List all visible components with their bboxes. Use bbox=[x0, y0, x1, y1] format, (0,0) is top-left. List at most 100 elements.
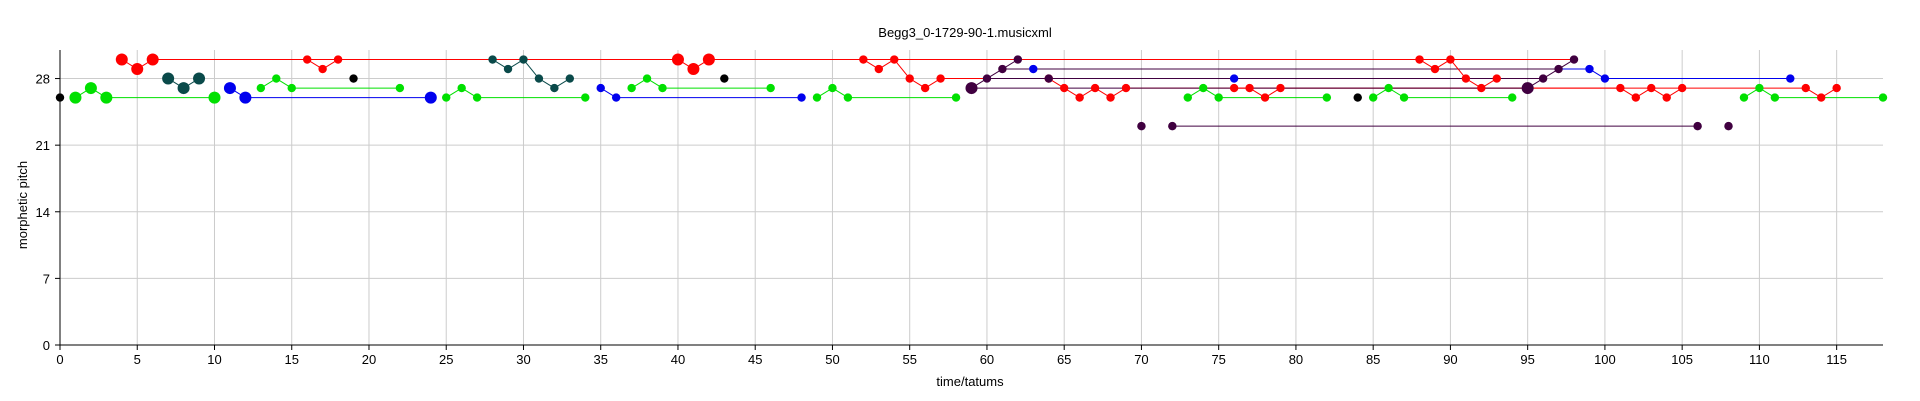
data-point bbox=[488, 55, 497, 64]
data-point bbox=[503, 64, 513, 74]
data-point bbox=[581, 93, 590, 102]
data-point bbox=[318, 64, 327, 74]
data-point bbox=[1384, 83, 1393, 93]
data-point bbox=[1029, 64, 1038, 74]
data-point bbox=[1229, 74, 1239, 83]
data-point bbox=[1724, 121, 1733, 131]
data-point bbox=[1044, 74, 1053, 83]
data-point bbox=[890, 55, 899, 64]
data-point bbox=[1322, 93, 1332, 102]
data-point bbox=[671, 53, 684, 66]
data-point bbox=[1739, 93, 1749, 102]
data-point bbox=[1075, 93, 1084, 102]
data-point bbox=[1492, 74, 1501, 83]
data-point bbox=[1368, 93, 1378, 102]
x-tick-label: 95 bbox=[1520, 352, 1534, 367]
data-point bbox=[998, 64, 1007, 74]
data-point bbox=[1415, 55, 1424, 64]
data-point bbox=[1693, 121, 1702, 131]
data-point bbox=[1353, 93, 1362, 102]
data-point bbox=[1554, 64, 1563, 74]
data-point bbox=[1276, 83, 1285, 93]
x-tick-label: 80 bbox=[1289, 352, 1303, 367]
y-tick-label: 21 bbox=[36, 138, 50, 153]
data-point bbox=[812, 93, 822, 102]
data-point bbox=[565, 74, 575, 83]
data-point bbox=[658, 83, 667, 93]
data-point bbox=[69, 91, 82, 104]
data-point bbox=[131, 63, 144, 76]
data-point bbox=[177, 82, 190, 95]
data-point bbox=[1399, 93, 1409, 102]
data-point bbox=[1013, 55, 1023, 64]
x-tick-label: 65 bbox=[1057, 352, 1071, 367]
data-point bbox=[1446, 55, 1455, 64]
data-point bbox=[1662, 93, 1671, 102]
x-tick-label: 60 bbox=[980, 352, 994, 367]
data-point bbox=[828, 83, 837, 93]
x-tick-label: 30 bbox=[516, 352, 530, 367]
data-point bbox=[1801, 83, 1810, 93]
data-point bbox=[1214, 93, 1223, 102]
data-point bbox=[287, 83, 296, 93]
data-point bbox=[115, 53, 128, 66]
data-point bbox=[84, 82, 97, 95]
chart-title: Begg3_0-1729-90-1.musicxml bbox=[878, 25, 1052, 40]
data-point bbox=[1832, 83, 1841, 93]
data-point bbox=[1477, 83, 1486, 93]
data-point bbox=[146, 53, 159, 66]
data-point bbox=[457, 83, 466, 93]
data-point bbox=[1786, 74, 1795, 83]
x-tick-label: 115 bbox=[1826, 352, 1847, 367]
data-point bbox=[766, 83, 775, 93]
data-point bbox=[1631, 93, 1641, 102]
x-tick-label: 110 bbox=[1749, 352, 1770, 367]
x-tick-label: 100 bbox=[1594, 352, 1616, 367]
data-point bbox=[611, 93, 621, 102]
y-tick-labels: 0 7 14 21 28 bbox=[36, 72, 50, 353]
data-points bbox=[55, 53, 1888, 131]
data-point bbox=[797, 93, 806, 102]
x-tick-label: 10 bbox=[207, 352, 221, 367]
data-point bbox=[1647, 83, 1656, 93]
x-tick-label: 105 bbox=[1671, 352, 1693, 367]
data-point bbox=[208, 91, 221, 104]
y-tick-label: 28 bbox=[36, 72, 50, 87]
data-point bbox=[1245, 83, 1254, 93]
x-tick-label: 35 bbox=[593, 352, 607, 367]
data-point bbox=[472, 93, 482, 102]
data-point bbox=[349, 74, 358, 83]
data-point bbox=[1585, 64, 1594, 74]
grid bbox=[59, 50, 1883, 346]
x-tick-label: 45 bbox=[748, 352, 762, 367]
data-point bbox=[702, 53, 715, 66]
data-point bbox=[256, 83, 266, 93]
data-point bbox=[1521, 82, 1534, 95]
data-point bbox=[1059, 83, 1069, 93]
data-point bbox=[223, 82, 236, 95]
data-point bbox=[1183, 93, 1192, 102]
x-tick-label: 50 bbox=[825, 352, 839, 367]
data-point bbox=[642, 74, 652, 83]
sustain-lines bbox=[106, 59, 1883, 127]
data-point bbox=[1755, 83, 1764, 93]
data-point bbox=[1677, 83, 1687, 93]
data-point bbox=[272, 74, 281, 83]
data-point bbox=[596, 83, 605, 93]
data-point bbox=[1461, 74, 1471, 83]
y-tick-label: 0 bbox=[43, 338, 50, 353]
data-point bbox=[162, 72, 175, 85]
data-point bbox=[1199, 83, 1208, 93]
y-tick-label: 7 bbox=[43, 271, 50, 286]
data-point bbox=[1569, 55, 1579, 64]
data-point bbox=[395, 83, 405, 93]
x-tick-label: 40 bbox=[671, 352, 685, 367]
data-point bbox=[333, 55, 343, 64]
x-tick-label: 90 bbox=[1443, 352, 1457, 367]
x-tick-label: 70 bbox=[1134, 352, 1148, 367]
data-point bbox=[982, 74, 992, 83]
x-axis-label: time/tatums bbox=[936, 374, 1004, 389]
x-tick-label: 0 bbox=[56, 352, 63, 367]
data-point bbox=[720, 74, 729, 83]
